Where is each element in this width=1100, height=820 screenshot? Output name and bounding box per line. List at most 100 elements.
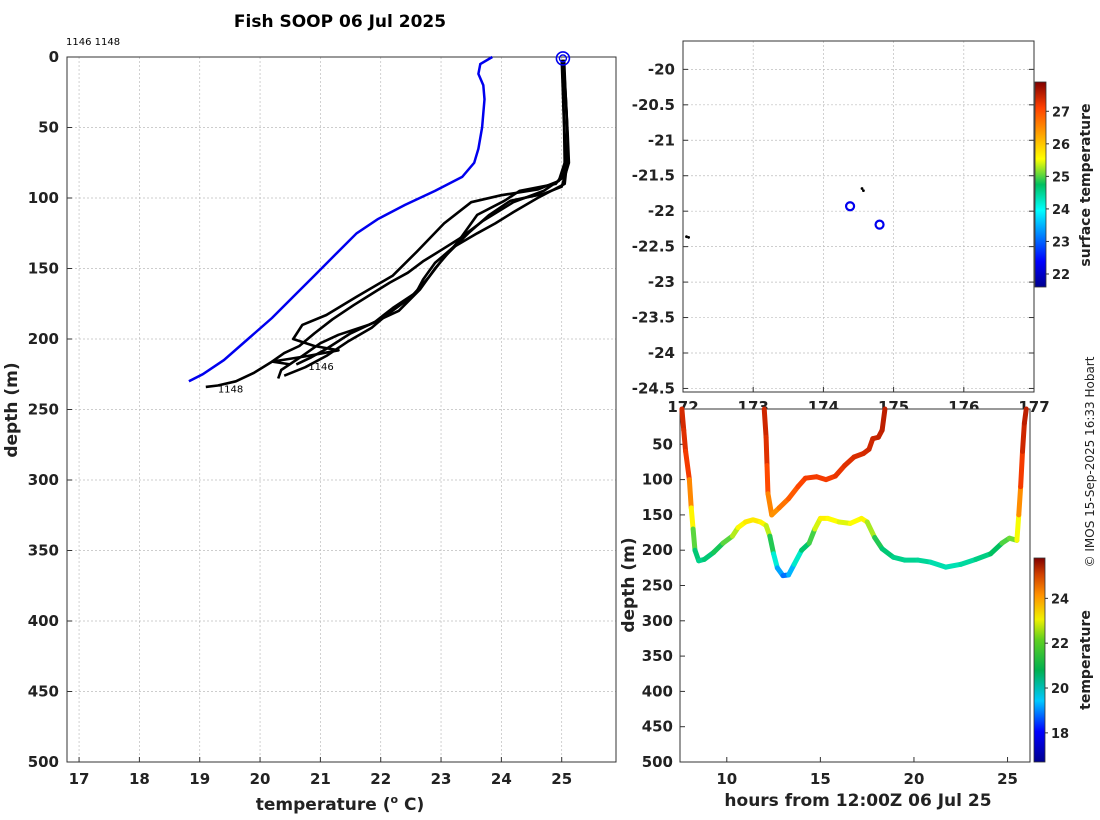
section-y-axis-label: depth (m) (619, 537, 639, 632)
profile-y-tick-label: 500 (28, 753, 59, 771)
surface-temperature-colorbar-tick-label: 26 (1052, 138, 1070, 153)
map-grid (682, 41, 1035, 392)
credit-text: © IMOS 15-Sep-2025 16:33 Hobart (1083, 356, 1097, 567)
profile-a-line (276, 59, 569, 379)
section-y-tick-label: 50 (652, 435, 673, 453)
cast-2-segment (765, 491, 775, 518)
cast-1-segment (1018, 448, 1026, 490)
surface-temperature-colorbar-ticks: 22 23 24 25 26 27 (1046, 105, 1070, 283)
map-y-ticks: -20 -20.5 -21 -21.5 -22 -22.5 -23 -23.5 -24 -24.5 (632, 60, 1034, 397)
cast-1-track (679, 406, 1029, 579)
map-y-tick-label: -20 (648, 60, 675, 78)
section-y-tick-label: 250 (642, 577, 673, 595)
cast-location-marker (844, 201, 856, 212)
profile-y-tick-label: 150 (28, 260, 59, 278)
profile-y-tick-label: 50 (38, 119, 59, 137)
map-y-tick-label: -23.5 (632, 309, 675, 327)
cast-1-segment (973, 551, 994, 562)
cast-1-segment (988, 540, 1005, 557)
profile-y-tick-label: 100 (28, 189, 59, 207)
profile-grid (67, 56, 616, 763)
cast-2-segment (761, 406, 769, 440)
profile-panel: Fish SOOP 06 Jul 2025 1146 1148 17 18 19 20… (2, 12, 617, 815)
map-series (685, 187, 885, 239)
section-x-axis-label: hours from 12:00Z 06 Jul 25 (724, 791, 991, 811)
ship-track-point (685, 235, 688, 239)
y-axis-label: depth (m) (2, 362, 22, 457)
cast-1-segment (928, 559, 949, 570)
section-x-ticks: 10 15 20 25 (716, 757, 1018, 788)
temperature-colorbar-tick-label: 24 (1051, 592, 1069, 607)
profile-x-tick-label: 22 (370, 770, 391, 788)
profile-y-tick-label: 200 (28, 330, 59, 348)
section-y-tick-label: 100 (642, 471, 673, 489)
section-x-tick-label: 20 (904, 770, 925, 788)
profile-x-tick-label: 18 (129, 770, 150, 788)
section-plot-background (680, 409, 1030, 762)
profile-x-tick-label: 19 (189, 770, 210, 788)
profile-d-line (283, 59, 569, 377)
temperature-colorbar (1033, 557, 1046, 763)
profile-labels: 1146 1148 (218, 362, 334, 396)
section-x-tick-label: 10 (716, 770, 737, 788)
map-y-tick-label: -24.5 (632, 379, 675, 397)
cast-1-segment (683, 448, 692, 483)
climatology-line (188, 55, 493, 383)
cast-1-segment (690, 526, 698, 553)
cast-2-segment (763, 434, 770, 468)
section-y-tick-label: 500 (642, 753, 673, 771)
surface-temperature-colorbar-tick-label: 25 (1052, 170, 1070, 185)
x-axis-label-main: temperature ( (256, 795, 391, 815)
cast-1-segment (1016, 484, 1024, 518)
surface-marker-outer (555, 51, 571, 66)
profile-y-ticks: 0 50 100 150 200 250 300 350 400 450 500 (28, 48, 72, 771)
cast-1-segment (767, 533, 777, 557)
x-axis-label: temperature (o C) (256, 793, 425, 815)
profile-x-tick-label: 17 (69, 770, 90, 788)
ship-track-point (860, 187, 864, 190)
cast-2-segment (786, 484, 801, 502)
profile-x-tick-label: 25 (551, 770, 572, 788)
temperature-colorbar-tick-label: 22 (1051, 637, 1069, 652)
section-y-ticks: 50 100 150 200 250 300 350 400 450 500 (642, 435, 685, 771)
temperature-colorbar-ticks: 18 20 22 24 (1045, 592, 1069, 742)
ship-track-point (862, 189, 865, 193)
map-y-tick-label: -24 (648, 344, 675, 362)
cast-1-segment (1014, 512, 1022, 543)
section-panel: 10 15 20 25 50 100 150 200 250 300 350 400 450 500 1… (619, 406, 1094, 811)
profile-y-tick-label: 400 (28, 612, 59, 630)
profile-plot-frame (66, 56, 617, 763)
temperature-colorbar-label: temperature (1078, 610, 1094, 710)
profile-id-label: 1146 (308, 362, 333, 373)
cast-location-marker (874, 219, 885, 230)
cast-1-segment (791, 547, 805, 567)
cast-1-segment (958, 556, 979, 567)
ship-track-point (687, 236, 691, 239)
profile-x-tick-label: 24 (491, 770, 512, 788)
map-y-tick-label: -20.5 (632, 96, 675, 114)
map-y-tick-label: -22 (648, 202, 675, 220)
profile-y-tick-label: 300 (28, 471, 59, 489)
profile-y-tick-label: 0 (49, 48, 59, 66)
profile-id-label: 1148 (218, 384, 243, 395)
x-axis-label-tail: C) (398, 795, 424, 815)
profile-series (188, 51, 571, 389)
cast-1-segment (1020, 420, 1027, 454)
map-y-tick-label: -23 (648, 273, 675, 291)
cast-1-segment (1021, 406, 1029, 426)
chart-title: Fish SOOP 06 Jul 2025 (234, 12, 446, 32)
profile-y-tick-label: 450 (28, 683, 59, 701)
cast-1-segment (806, 526, 818, 546)
cast-1-segment (943, 561, 964, 570)
section-y-tick-label: 200 (642, 541, 673, 559)
surface-temperature-colorbar (1034, 81, 1047, 288)
surface-temperature-colorbar-tick-label: 24 (1052, 203, 1070, 218)
profile-x-tick-label: 21 (310, 770, 331, 788)
profile-y-tick-label: 350 (28, 542, 59, 560)
surface-temperature-colorbar-label: surface temperature (1078, 103, 1094, 266)
cast-1-segment (681, 427, 689, 454)
section-y-tick-label: 350 (642, 647, 673, 665)
cast-2-segment (764, 462, 771, 497)
profile-x-tick-label: 20 (250, 770, 271, 788)
map-y-tick-label: -21 (648, 131, 675, 149)
